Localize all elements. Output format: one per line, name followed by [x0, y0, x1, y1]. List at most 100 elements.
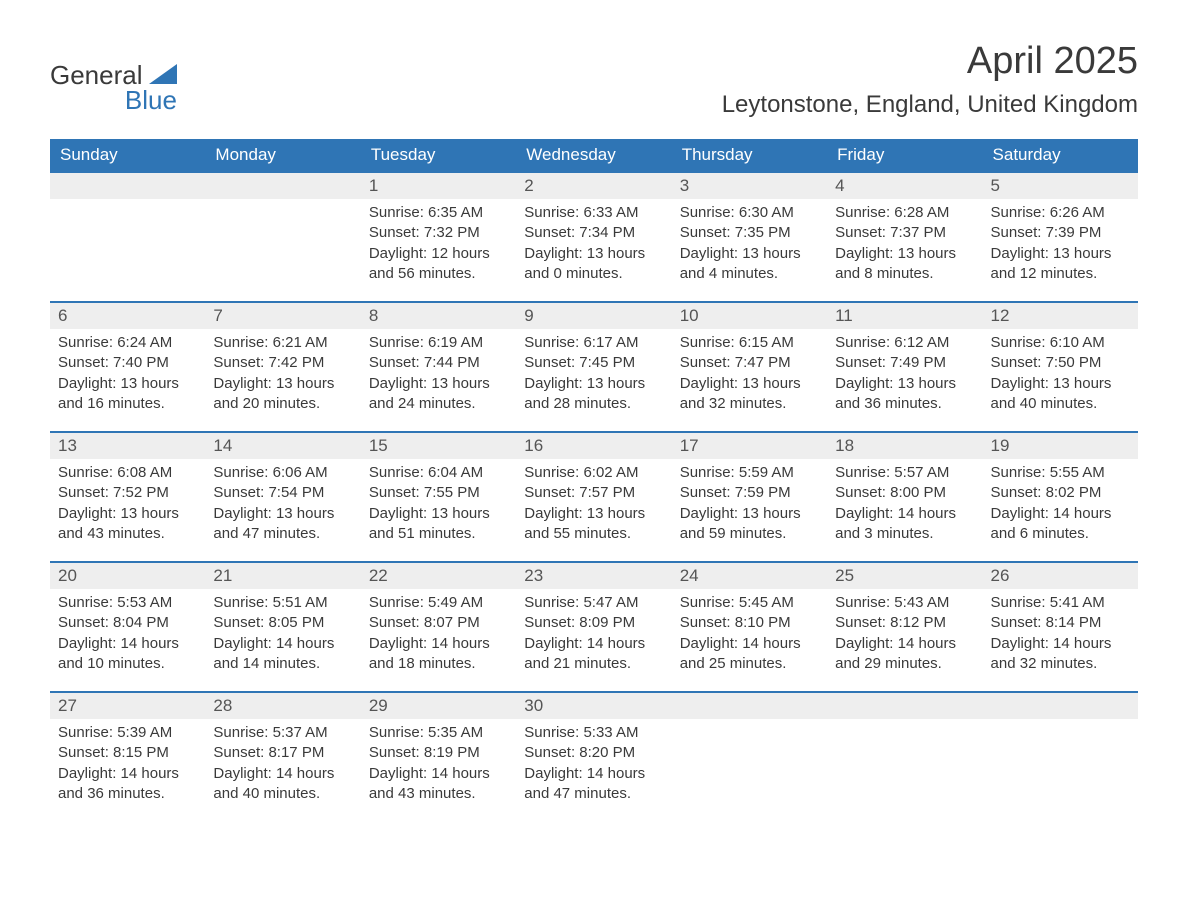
day-header: Thursday	[672, 139, 827, 171]
sunrise-text: Sunrise: 6:35 AM	[369, 203, 508, 223]
title-block: April 2025 Leytonstone, England, United …	[722, 40, 1138, 119]
calendar-cell: 6Sunrise: 6:24 AMSunset: 7:40 PMDaylight…	[50, 303, 205, 431]
location-text: Leytonstone, England, United Kingdom	[722, 91, 1138, 119]
day-header: Wednesday	[516, 139, 671, 171]
sunrise-text: Sunrise: 6:24 AM	[58, 333, 197, 353]
day-number: 7	[205, 303, 360, 329]
weeks-container: 1Sunrise: 6:35 AMSunset: 7:32 PMDaylight…	[50, 171, 1138, 821]
calendar-header-row: Sunday Monday Tuesday Wednesday Thursday…	[50, 139, 1138, 171]
calendar-week: 1Sunrise: 6:35 AMSunset: 7:32 PMDaylight…	[50, 171, 1138, 301]
daylight-text: Daylight: 13 hours and 8 minutes.	[835, 244, 974, 285]
calendar-cell: 12Sunrise: 6:10 AMSunset: 7:50 PMDayligh…	[983, 303, 1138, 431]
sunset-text: Sunset: 8:00 PM	[835, 483, 974, 503]
day-body: Sunrise: 5:55 AMSunset: 8:02 PMDaylight:…	[983, 459, 1138, 554]
sunrise-text: Sunrise: 6:28 AM	[835, 203, 974, 223]
sunset-text: Sunset: 8:15 PM	[58, 743, 197, 763]
daylight-text: Daylight: 13 hours and 36 minutes.	[835, 374, 974, 415]
sunrise-text: Sunrise: 6:02 AM	[524, 463, 663, 483]
day-body: Sunrise: 6:28 AMSunset: 7:37 PMDaylight:…	[827, 199, 982, 294]
daylight-text: Daylight: 14 hours and 32 minutes.	[991, 634, 1130, 675]
daylight-text: Daylight: 14 hours and 10 minutes.	[58, 634, 197, 675]
day-body: Sunrise: 5:43 AMSunset: 8:12 PMDaylight:…	[827, 589, 982, 684]
sunset-text: Sunset: 8:12 PM	[835, 613, 974, 633]
sunset-text: Sunset: 7:42 PM	[213, 353, 352, 373]
day-number: 15	[361, 433, 516, 459]
day-header: Sunday	[50, 139, 205, 171]
day-number: 9	[516, 303, 671, 329]
calendar-cell: 3Sunrise: 6:30 AMSunset: 7:35 PMDaylight…	[672, 173, 827, 301]
day-body: Sunrise: 5:35 AMSunset: 8:19 PMDaylight:…	[361, 719, 516, 814]
day-number: 23	[516, 563, 671, 589]
sunset-text: Sunset: 8:02 PM	[991, 483, 1130, 503]
day-body: Sunrise: 6:24 AMSunset: 7:40 PMDaylight:…	[50, 329, 205, 424]
day-number: 11	[827, 303, 982, 329]
calendar-cell: 22Sunrise: 5:49 AMSunset: 8:07 PMDayligh…	[361, 563, 516, 691]
day-body: Sunrise: 5:45 AMSunset: 8:10 PMDaylight:…	[672, 589, 827, 684]
calendar-week: 20Sunrise: 5:53 AMSunset: 8:04 PMDayligh…	[50, 561, 1138, 691]
day-number: 19	[983, 433, 1138, 459]
day-body: Sunrise: 5:41 AMSunset: 8:14 PMDaylight:…	[983, 589, 1138, 684]
sunset-text: Sunset: 8:04 PM	[58, 613, 197, 633]
calendar-cell: 5Sunrise: 6:26 AMSunset: 7:39 PMDaylight…	[983, 173, 1138, 301]
calendar-cell: 29Sunrise: 5:35 AMSunset: 8:19 PMDayligh…	[361, 693, 516, 821]
calendar-cell: 20Sunrise: 5:53 AMSunset: 8:04 PMDayligh…	[50, 563, 205, 691]
calendar-cell: 25Sunrise: 5:43 AMSunset: 8:12 PMDayligh…	[827, 563, 982, 691]
sunrise-text: Sunrise: 5:55 AM	[991, 463, 1130, 483]
sunrise-text: Sunrise: 5:33 AM	[524, 723, 663, 743]
day-body: Sunrise: 6:08 AMSunset: 7:52 PMDaylight:…	[50, 459, 205, 554]
sunset-text: Sunset: 7:55 PM	[369, 483, 508, 503]
sunset-text: Sunset: 7:47 PM	[680, 353, 819, 373]
day-body: Sunrise: 6:15 AMSunset: 7:47 PMDaylight:…	[672, 329, 827, 424]
day-body: Sunrise: 6:10 AMSunset: 7:50 PMDaylight:…	[983, 329, 1138, 424]
sunrise-text: Sunrise: 5:51 AM	[213, 593, 352, 613]
sunrise-text: Sunrise: 5:39 AM	[58, 723, 197, 743]
calendar-cell: 21Sunrise: 5:51 AMSunset: 8:05 PMDayligh…	[205, 563, 360, 691]
sunrise-text: Sunrise: 5:37 AM	[213, 723, 352, 743]
calendar-cell: 8Sunrise: 6:19 AMSunset: 7:44 PMDaylight…	[361, 303, 516, 431]
sunrise-text: Sunrise: 6:15 AM	[680, 333, 819, 353]
daylight-text: Daylight: 13 hours and 51 minutes.	[369, 504, 508, 545]
sunset-text: Sunset: 8:20 PM	[524, 743, 663, 763]
daylight-text: Daylight: 13 hours and 24 minutes.	[369, 374, 508, 415]
sunset-text: Sunset: 8:14 PM	[991, 613, 1130, 633]
brand-text-2: Blue	[125, 85, 177, 115]
day-number	[50, 173, 205, 199]
sunrise-text: Sunrise: 5:49 AM	[369, 593, 508, 613]
day-number: 5	[983, 173, 1138, 199]
daylight-text: Daylight: 13 hours and 4 minutes.	[680, 244, 819, 285]
daylight-text: Daylight: 14 hours and 18 minutes.	[369, 634, 508, 675]
day-number: 16	[516, 433, 671, 459]
calendar-cell: 13Sunrise: 6:08 AMSunset: 7:52 PMDayligh…	[50, 433, 205, 561]
day-body: Sunrise: 5:49 AMSunset: 8:07 PMDaylight:…	[361, 589, 516, 684]
calendar-cell	[205, 173, 360, 301]
calendar-cell: 14Sunrise: 6:06 AMSunset: 7:54 PMDayligh…	[205, 433, 360, 561]
sunrise-text: Sunrise: 5:43 AM	[835, 593, 974, 613]
brand-logo: General Blue	[50, 40, 177, 116]
day-number: 26	[983, 563, 1138, 589]
daylight-text: Daylight: 14 hours and 6 minutes.	[991, 504, 1130, 545]
daylight-text: Daylight: 14 hours and 40 minutes.	[213, 764, 352, 805]
calendar-cell	[827, 693, 982, 821]
day-number: 10	[672, 303, 827, 329]
sunset-text: Sunset: 7:44 PM	[369, 353, 508, 373]
calendar-cell	[672, 693, 827, 821]
sunrise-text: Sunrise: 6:06 AM	[213, 463, 352, 483]
day-number: 21	[205, 563, 360, 589]
daylight-text: Daylight: 14 hours and 25 minutes.	[680, 634, 819, 675]
calendar-cell: 4Sunrise: 6:28 AMSunset: 7:37 PMDaylight…	[827, 173, 982, 301]
day-body: Sunrise: 6:12 AMSunset: 7:49 PMDaylight:…	[827, 329, 982, 424]
day-header: Tuesday	[361, 139, 516, 171]
sunset-text: Sunset: 7:37 PM	[835, 223, 974, 243]
day-number	[983, 693, 1138, 719]
day-number: 1	[361, 173, 516, 199]
daylight-text: Daylight: 14 hours and 3 minutes.	[835, 504, 974, 545]
day-number: 17	[672, 433, 827, 459]
sunset-text: Sunset: 7:34 PM	[524, 223, 663, 243]
day-number: 28	[205, 693, 360, 719]
month-title: April 2025	[722, 40, 1138, 83]
day-body: Sunrise: 5:47 AMSunset: 8:09 PMDaylight:…	[516, 589, 671, 684]
day-body: Sunrise: 5:57 AMSunset: 8:00 PMDaylight:…	[827, 459, 982, 554]
day-body: Sunrise: 5:59 AMSunset: 7:59 PMDaylight:…	[672, 459, 827, 554]
day-number: 4	[827, 173, 982, 199]
day-body: Sunrise: 6:21 AMSunset: 7:42 PMDaylight:…	[205, 329, 360, 424]
